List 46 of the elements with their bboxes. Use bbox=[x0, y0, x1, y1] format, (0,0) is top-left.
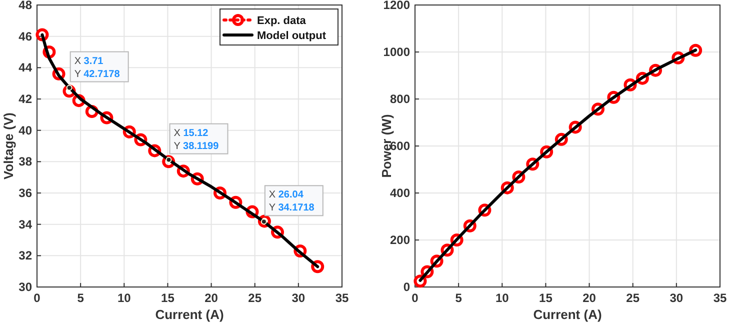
y-tick-label: 400 bbox=[390, 186, 410, 200]
x-tick-label: 30 bbox=[670, 291, 684, 305]
x-tick-label: 20 bbox=[582, 291, 596, 305]
y-tick-label: 48 bbox=[18, 0, 32, 12]
x-tick-label: 20 bbox=[204, 291, 218, 305]
x-tick-label: 0 bbox=[34, 291, 41, 305]
point bbox=[36, 28, 49, 42]
x-tick-label: 35 bbox=[713, 291, 727, 305]
annotation: X 26.04 Y 34.1718 bbox=[268, 190, 315, 214]
y-tick-label: 34 bbox=[18, 217, 32, 232]
x-axis-title: Current (A) bbox=[533, 307, 602, 322]
x-axis-title: Current (A) bbox=[155, 307, 224, 322]
y-tick-label: 38 bbox=[18, 154, 32, 169]
annotation: X 15.12 Y 38.1199 bbox=[174, 128, 220, 152]
y-tick-label: 200 bbox=[390, 233, 410, 247]
point bbox=[689, 44, 702, 57]
y-tick-label: 30 bbox=[18, 280, 32, 294]
y-tick-label: 800 bbox=[390, 92, 410, 106]
y-tick-label: 40 bbox=[18, 123, 32, 138]
y-tick-label: 1000 bbox=[383, 45, 410, 59]
y-tick-label: 42 bbox=[18, 92, 32, 106]
y-axis-title: Voltage (V) bbox=[1, 112, 16, 180]
point bbox=[66, 84, 72, 91]
point bbox=[414, 274, 427, 288]
x-tick-label: 30 bbox=[292, 291, 306, 305]
legend-label: Exp. data bbox=[257, 15, 307, 27]
x-tick-label: 25 bbox=[626, 291, 640, 305]
x-tick-label: 10 bbox=[117, 291, 132, 305]
y-tick-label: 46 bbox=[18, 29, 32, 44]
y-tick-label: 600 bbox=[390, 139, 410, 153]
y-tick-label: 0 bbox=[403, 280, 410, 294]
x-tick-label: 5 bbox=[77, 291, 84, 305]
annotation: X 3.71 Y 42.7178 bbox=[74, 56, 120, 80]
x-tick-label: 35 bbox=[335, 291, 349, 305]
y-tick-label: 32 bbox=[18, 248, 32, 263]
point bbox=[311, 260, 324, 274]
x-tick-label: 0 bbox=[412, 291, 419, 305]
x-tick-label: 5 bbox=[455, 291, 462, 305]
y-tick-label: 44 bbox=[18, 60, 32, 75]
legend-label: Model output bbox=[257, 30, 326, 42]
y-tick-label: 36 bbox=[18, 186, 32, 200]
x-tick-label: 10 bbox=[495, 291, 510, 305]
x-tick-label: 25 bbox=[248, 291, 262, 305]
y-tick-label: 1200 bbox=[383, 0, 410, 12]
x-tick-label: 15 bbox=[161, 291, 175, 305]
x-tick-label: 15 bbox=[539, 291, 553, 305]
